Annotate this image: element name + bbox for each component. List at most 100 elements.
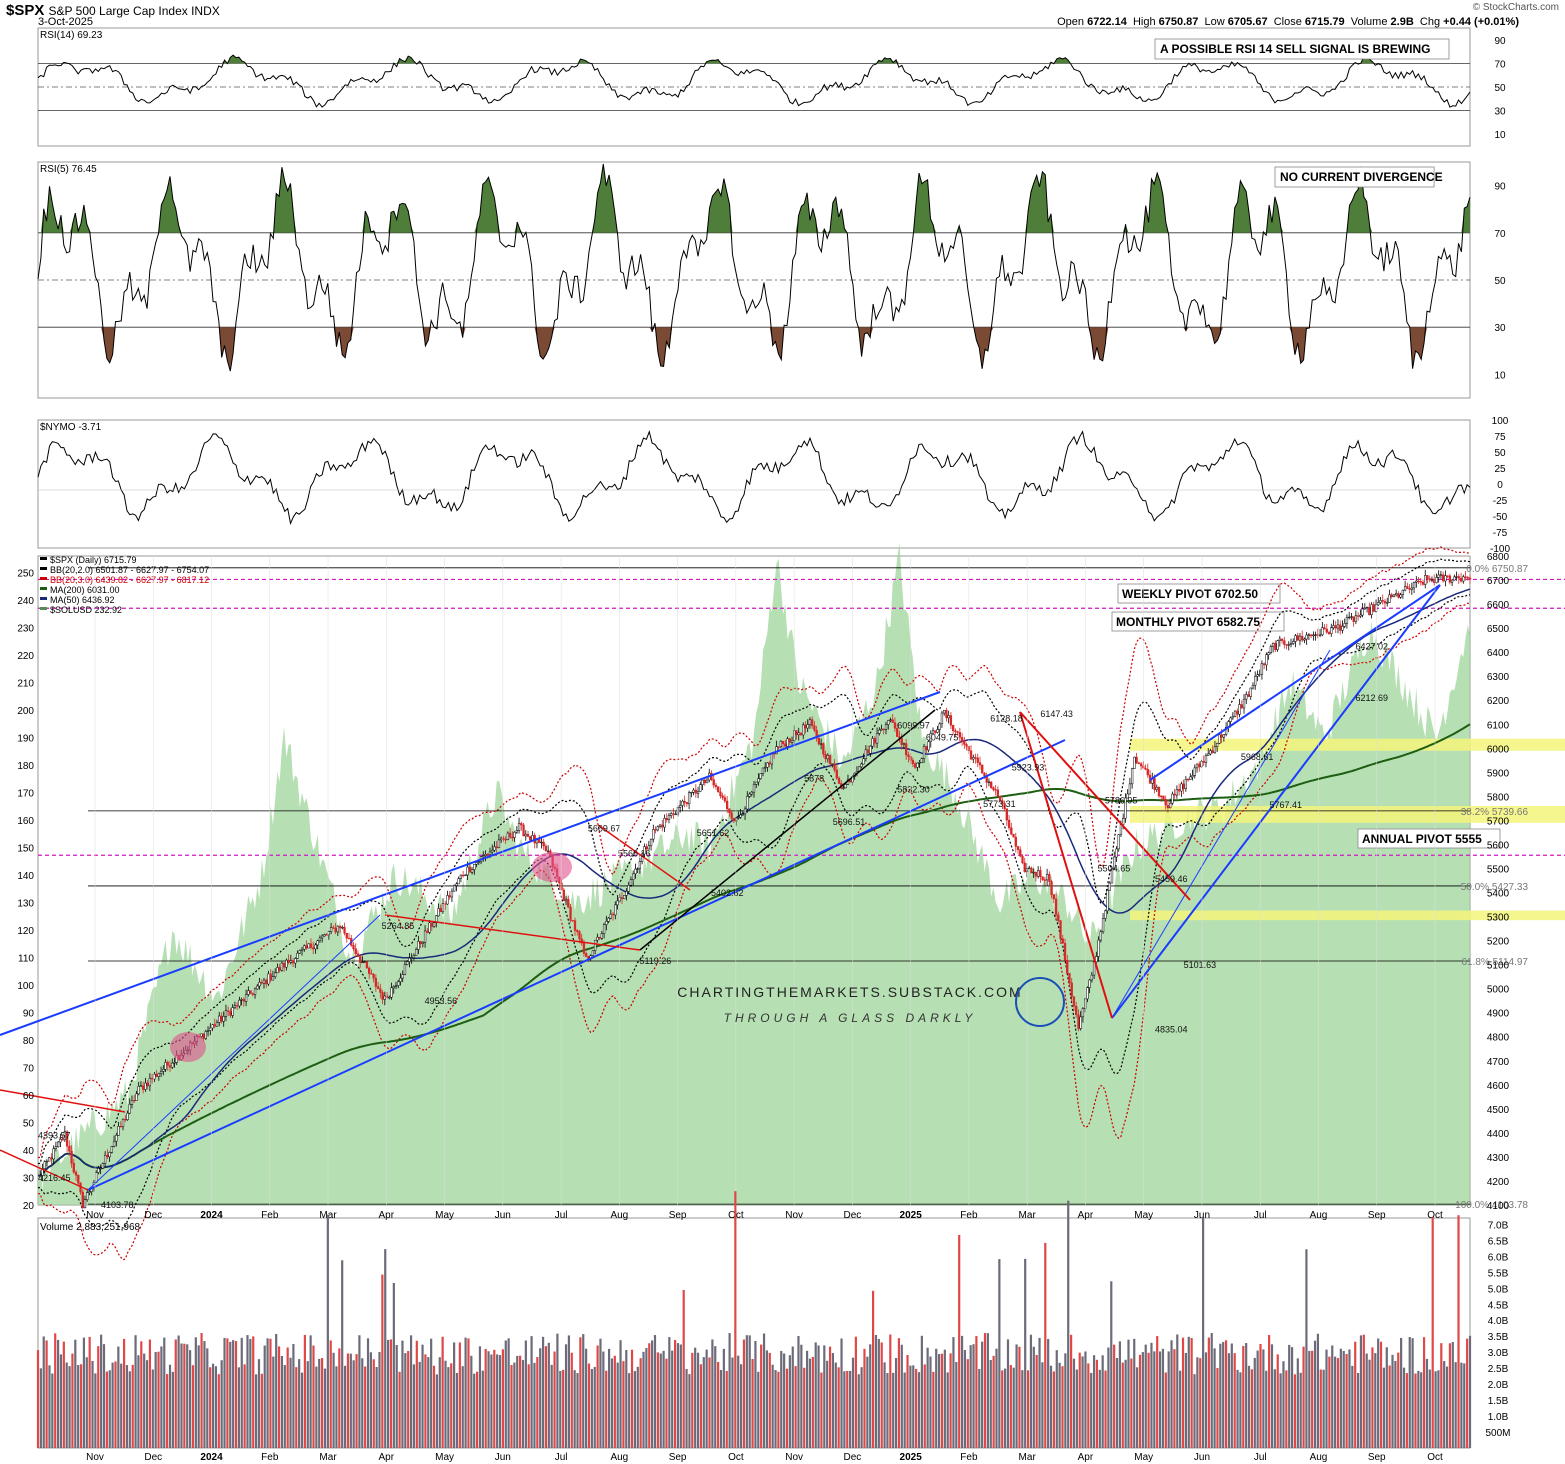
candle-body [687, 792, 691, 805]
volume-bar [952, 1337, 955, 1448]
sol-ytick-6: 190 [17, 734, 34, 745]
high-value: 6750.87 [1158, 16, 1199, 28]
candle-body [1155, 787, 1158, 790]
candle-body [719, 791, 722, 797]
volume-bar [378, 1351, 381, 1448]
candle-body [477, 861, 480, 863]
nymo-ytick-0: 100 [1492, 416, 1509, 427]
candle-body [1406, 586, 1409, 589]
volume-bar [407, 1350, 410, 1448]
ticker-symbol: $SPX [6, 2, 45, 19]
candle-body [1240, 704, 1243, 709]
candle-body [470, 869, 474, 873]
volume-bar [214, 1366, 218, 1448]
candle-body [280, 962, 284, 971]
volume-bar [329, 1340, 332, 1448]
vol-ytick-2: 6.0B [1488, 1252, 1509, 1263]
volume-bar [1015, 1344, 1018, 1448]
volume-bar [252, 1336, 255, 1448]
candle-body [618, 897, 621, 902]
candle-body [289, 960, 292, 963]
trendline-8 [384, 914, 641, 951]
candle-body [627, 885, 630, 892]
volume-bar [544, 1346, 548, 1448]
volume-bar [995, 1348, 998, 1448]
candle-body [128, 1104, 131, 1114]
candle-body [1372, 604, 1375, 612]
candle-body [294, 958, 297, 964]
candle-body [1162, 795, 1165, 800]
volume-bar [1230, 1343, 1233, 1448]
volume-bar [783, 1353, 786, 1448]
volume-bar [585, 1348, 588, 1448]
volume-bar [249, 1338, 252, 1448]
candle-body [802, 724, 805, 736]
volume-bar [151, 1369, 154, 1448]
volume-bar [983, 1333, 987, 1448]
candle-body [1368, 606, 1371, 616]
vol-x-tick-21: Aug [1310, 1452, 1328, 1463]
volume-bar [1448, 1343, 1452, 1448]
volume-bar [1411, 1338, 1414, 1448]
swing-label-24: 5968.61 [1241, 752, 1274, 762]
volume-bar [280, 1356, 284, 1448]
candle-body [166, 1062, 169, 1066]
volume-bar [1012, 1367, 1015, 1448]
volume-bar [504, 1340, 507, 1448]
candle-body [345, 932, 348, 939]
candle-body [1448, 575, 1452, 583]
volume-bar [530, 1336, 533, 1448]
candle-body [502, 837, 505, 840]
candle-body [139, 1085, 143, 1087]
volume-bar [312, 1345, 315, 1448]
candle-body [376, 986, 380, 990]
volume-bar [1253, 1357, 1256, 1448]
price-legend-swatch-3 [40, 587, 47, 590]
volume-bar [1328, 1356, 1331, 1448]
candle-body [1274, 643, 1277, 650]
candle-body [1003, 803, 1006, 810]
candle-body [394, 985, 398, 987]
candle-body [576, 930, 579, 932]
volume-bar [1365, 1353, 1368, 1448]
sol-ytick-10: 150 [17, 844, 34, 855]
candle-body [1007, 819, 1011, 829]
candle-body [755, 781, 758, 785]
candle-body [426, 930, 429, 933]
sol-ytick-14: 110 [18, 954, 34, 965]
bb2-lower [37, 594, 1470, 1229]
sol-ytick-7: 180 [17, 761, 34, 772]
candle-body [732, 818, 736, 822]
candle-body [1426, 575, 1429, 579]
fib-label-4: 100.0% 4103.78 [1455, 1200, 1528, 1211]
volume-bar [1457, 1215, 1460, 1448]
candle-body [450, 890, 454, 898]
vol-x-tick-20: Jul [1254, 1452, 1267, 1463]
volume-bar [295, 1367, 298, 1448]
pivot-label-1: MONTHLY PIVOT 6582.75 [1116, 615, 1260, 629]
volume-bar [1029, 1334, 1033, 1448]
candle-body [244, 994, 248, 1002]
candle-body [1247, 694, 1250, 697]
candle-body [721, 795, 724, 798]
candle-body [448, 895, 451, 898]
volume-bar [564, 1344, 568, 1448]
candle-body [457, 878, 460, 885]
candle-body [256, 985, 259, 990]
candle-body [1113, 856, 1116, 870]
trendline-1 [87, 739, 1066, 1191]
volume-bar [1193, 1374, 1196, 1448]
volume-bar [863, 1348, 866, 1448]
candle-body [1041, 876, 1044, 880]
volume-bar [1150, 1342, 1153, 1448]
volume-bar [840, 1338, 843, 1448]
swing-label-27: 6212.69 [1355, 693, 1388, 703]
volume-bar [871, 1290, 875, 1448]
vol-x-tick-16: Mar [1019, 1452, 1037, 1463]
candle-body [468, 866, 471, 873]
volume-bar [628, 1373, 631, 1448]
rsi14-ytick-2: 50 [1494, 83, 1506, 94]
volume-bar [975, 1336, 978, 1448]
candle-body [372, 973, 375, 979]
nymo-ytick-7: -75 [1493, 528, 1508, 539]
